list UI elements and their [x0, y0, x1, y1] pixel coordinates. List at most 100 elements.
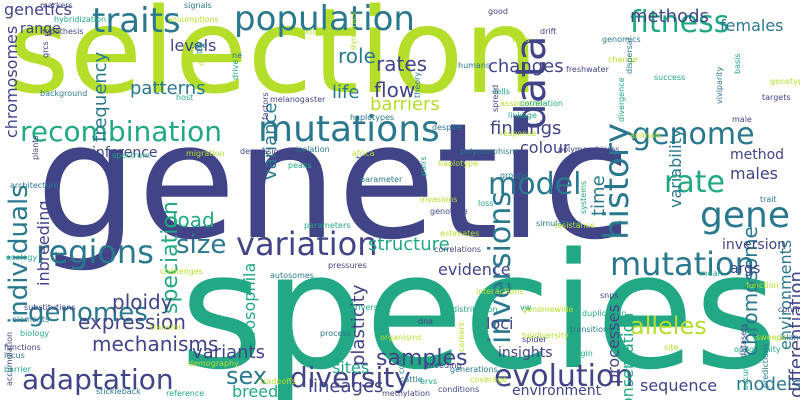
word-ecology: ecology: [6, 253, 38, 262]
word-species: species: [180, 218, 778, 400]
word-site: site: [664, 343, 679, 352]
word-datasets: datasets: [739, 323, 748, 358]
word-correlations: correlations: [434, 245, 482, 254]
word-barrier: barrier: [4, 365, 31, 374]
word-mean: mean: [700, 269, 723, 278]
word-response: response: [500, 129, 537, 138]
word-conflict: conflict: [778, 305, 800, 314]
word-extinction: extinction: [300, 27, 340, 36]
word-genomics: genomics: [602, 35, 641, 44]
word-basis: basis: [733, 53, 742, 74]
word-traits: traits: [92, 1, 181, 41]
word-recombination: recombination: [20, 115, 223, 148]
word-spectrum: spectrum: [112, 151, 150, 160]
word-method: method: [730, 147, 785, 163]
word-drift: drift: [540, 27, 557, 36]
word-code: code: [397, 354, 406, 374]
word-polymorphism: polymorphism: [460, 147, 518, 156]
word-cattle: cattle: [400, 375, 423, 384]
word-demography: demography: [188, 359, 239, 368]
word-africa: africa: [352, 149, 375, 158]
word-colour: colour: [520, 138, 570, 157]
word-flow: flow: [374, 78, 416, 102]
word-sites: sites: [332, 358, 370, 377]
word-stickleback: stickleback: [96, 387, 141, 396]
word-male: male: [732, 115, 752, 124]
word-ploidy: ploidy: [112, 290, 173, 314]
word-dfe: dfe: [197, 53, 206, 66]
word-alleles: alleles: [630, 312, 707, 340]
word-inversion: inversion: [722, 237, 787, 253]
word-biology: biology: [20, 329, 50, 338]
word-divergence: divergence: [617, 77, 626, 123]
word-evolution: evolution: [494, 359, 634, 394]
word-pairs: pairs: [419, 156, 428, 176]
word-process: process: [320, 329, 351, 338]
word-host: host: [176, 93, 194, 102]
word-duplication: duplication: [582, 309, 627, 318]
word-sweeps: sweeps: [756, 333, 786, 342]
word-distribution: distribution: [452, 305, 498, 314]
word-linkage: linkage: [508, 111, 537, 120]
word-invasions: invasions: [420, 195, 458, 204]
word-genomes: genomes: [28, 298, 148, 328]
word-genome: genome: [632, 117, 755, 152]
word-breeding: breeding: [426, 361, 462, 370]
word-accumulation: accumulation: [5, 331, 14, 386]
word-factors: factors: [261, 92, 270, 120]
word-elements: elements: [12, 315, 50, 324]
word-assumptions: assumptions: [168, 15, 219, 24]
word-parameter: parameter: [360, 175, 403, 184]
word-sequence: sequence: [640, 376, 718, 395]
word-mechanisms: mechanisms: [92, 332, 219, 356]
word-selection: selection: [8, 0, 539, 120]
word-peaks: peaks: [288, 161, 312, 170]
word-gene: gene: [700, 195, 790, 236]
word-plant: plant: [355, 155, 364, 176]
word-signals: signals: [184, 1, 212, 10]
word-ervs: ervs: [420, 377, 438, 386]
word-dynamics: dynamics: [349, 11, 358, 50]
word-snps: snps: [600, 291, 619, 300]
word-architecture: architecture: [10, 181, 59, 190]
word-migration: migration: [186, 149, 225, 158]
word-parameters: parameters: [304, 221, 351, 230]
word-methods: methods: [630, 6, 709, 27]
word-environment: environment: [512, 383, 602, 399]
word-drive: drive: [231, 59, 240, 80]
word-inbreeding: inbreeding: [34, 200, 53, 286]
word-role: role: [338, 44, 376, 68]
word-autosomes: autosomes: [270, 271, 314, 280]
word-challenges: challenges: [160, 267, 203, 276]
word-dispersal: dispersal: [625, 37, 634, 74]
word-insights: insights: [498, 345, 553, 361]
word-substitutions: substitutions: [24, 303, 76, 312]
word-depression: depression: [240, 147, 284, 156]
word-theory: theory: [413, 71, 422, 98]
word-life: life: [332, 82, 360, 103]
word-genetics: genetics: [4, 0, 72, 19]
word-despite: despite: [432, 123, 462, 132]
word-opportunity: opportunity: [734, 345, 781, 354]
word-cells: cells: [492, 87, 510, 96]
word-reference: reference: [166, 389, 205, 398]
word-evidence: evidence: [438, 260, 511, 279]
word-careers: careers: [457, 322, 466, 352]
word-variants: variants: [192, 342, 265, 363]
word-inference: inference: [92, 145, 158, 161]
word-methylation: methylation: [382, 389, 431, 398]
word-drosophila: drosophila: [240, 262, 259, 346]
word-males: males: [730, 164, 779, 183]
word-adaptation: adaptation: [22, 363, 174, 396]
word-ne: ne: [232, 51, 242, 60]
word-args: args: [730, 261, 761, 277]
word-correlation: correlation: [520, 99, 563, 108]
word-haplotypes: haplotypes: [350, 113, 395, 122]
word-findings: findings: [490, 118, 562, 139]
word-time: time: [588, 175, 609, 216]
word-variation: variation: [236, 225, 378, 263]
word-changes: changes: [488, 56, 564, 77]
word-hybridization: hybridization: [54, 15, 107, 24]
word-interactions: interactions: [476, 287, 524, 296]
word-patterns: patterns: [130, 78, 206, 99]
